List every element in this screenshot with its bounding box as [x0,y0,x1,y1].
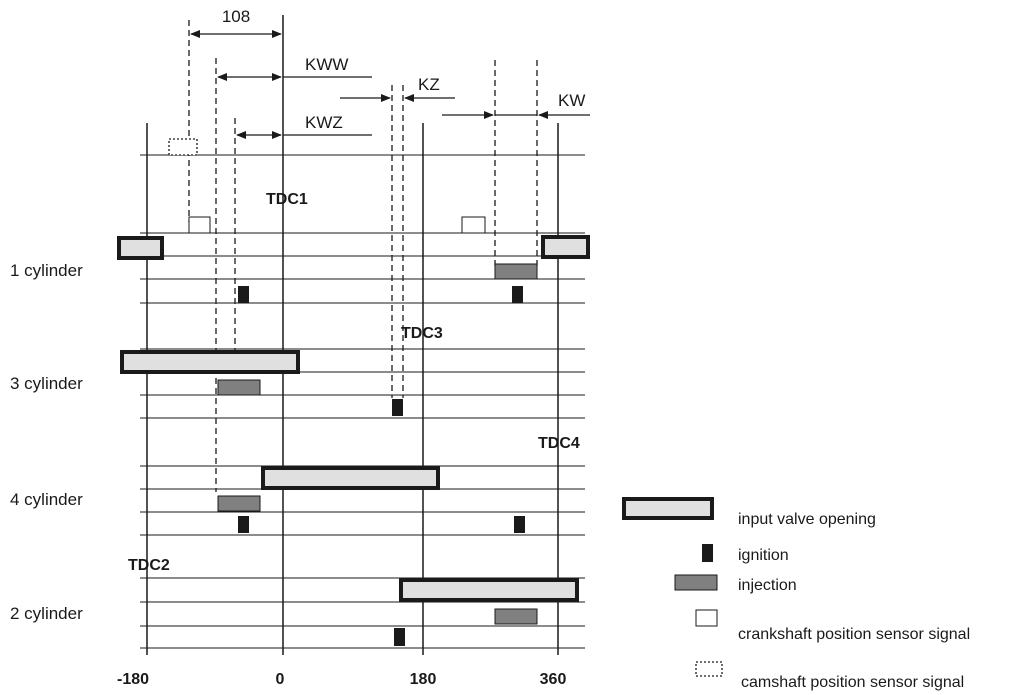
cyl4-ignition-a [238,516,249,533]
cyl3-injection [217,379,261,396]
cyl4-valve-opening [261,466,440,490]
crankshaft-sensor-pulses [188,216,486,234]
tdc-vertical-lines [146,15,559,655]
cylinder-label-2: 2 cylinder [10,604,83,623]
cylinder-label-1: 1 cylinder [10,261,83,280]
tick-label-0: 0 [276,671,285,688]
camshaft-sensor-pulse [168,138,198,156]
tdc1-label: TDC1 [266,191,308,208]
crank-pulse-1 [188,216,211,234]
cylinder-labels: 1 cylinder 3 cylinder 4 cylinder 2 cylin… [10,261,83,623]
ignitions [238,286,525,646]
valve-openings [117,235,590,602]
legend-valve-label: input valve opening [738,511,876,528]
legend-crank-swatch [695,609,718,627]
tick-label-180: 180 [410,671,437,688]
dim-kww-label: KWW [305,55,348,74]
tdc2-label: TDC2 [128,557,170,574]
cylinder-label-4: 4 cylinder [10,490,83,509]
cyl1-injection [494,263,538,280]
cyl3-valve-opening [120,350,300,374]
legend: input valve opening ignition injection c… [622,497,970,691]
tdc-labels: TDC1 TDC3 TDC4 TDC2 [128,191,580,574]
cyl1-valve-opening-b [541,235,590,259]
tdc3-label: TDC3 [401,325,443,342]
dim-kz-label: KZ [418,75,440,94]
legend-valve-swatch [622,497,714,520]
cyl2-injection [494,608,538,625]
dim-kwz-label: KWZ [305,113,343,132]
cyl2-ignition [394,628,405,646]
tick-label-minus-180: -180 [117,671,149,688]
legend-cam-label: camshaft position sensor signal [741,674,964,691]
legend-ignition-label: ignition [738,547,789,564]
tick-label-360: 360 [540,671,567,688]
legend-injection-label: injection [738,577,797,594]
dimension-arrows [190,30,590,139]
cyl4-ignition-b [514,516,525,533]
dim-108-label: 108 [222,7,250,26]
cyl1-ignition-b [512,286,523,303]
cyl1-valve-opening-a [117,236,164,260]
legend-cam-swatch [695,661,723,677]
legend-crank-label: crankshaft position sensor signal [738,626,970,643]
dim-kw-label: KW [558,91,585,110]
cyl1-ignition-a [238,286,249,303]
tdc4-label: TDC4 [538,435,580,452]
axis-tick-labels: -180 0 180 360 [117,671,566,688]
legend-ignition-swatch [702,544,713,562]
dashed-reference-lines [188,20,538,492]
injections [217,263,538,625]
crank-pulse-2 [461,216,486,234]
cylinder-label-3: 3 cylinder [10,374,83,393]
dimension-labels: 108 KWW KWZ KZ KW [222,7,586,132]
cyl4-injection [217,495,261,512]
cyl2-valve-opening [399,578,579,602]
cyl3-ignition [392,399,403,416]
legend-injection-swatch [674,574,718,591]
